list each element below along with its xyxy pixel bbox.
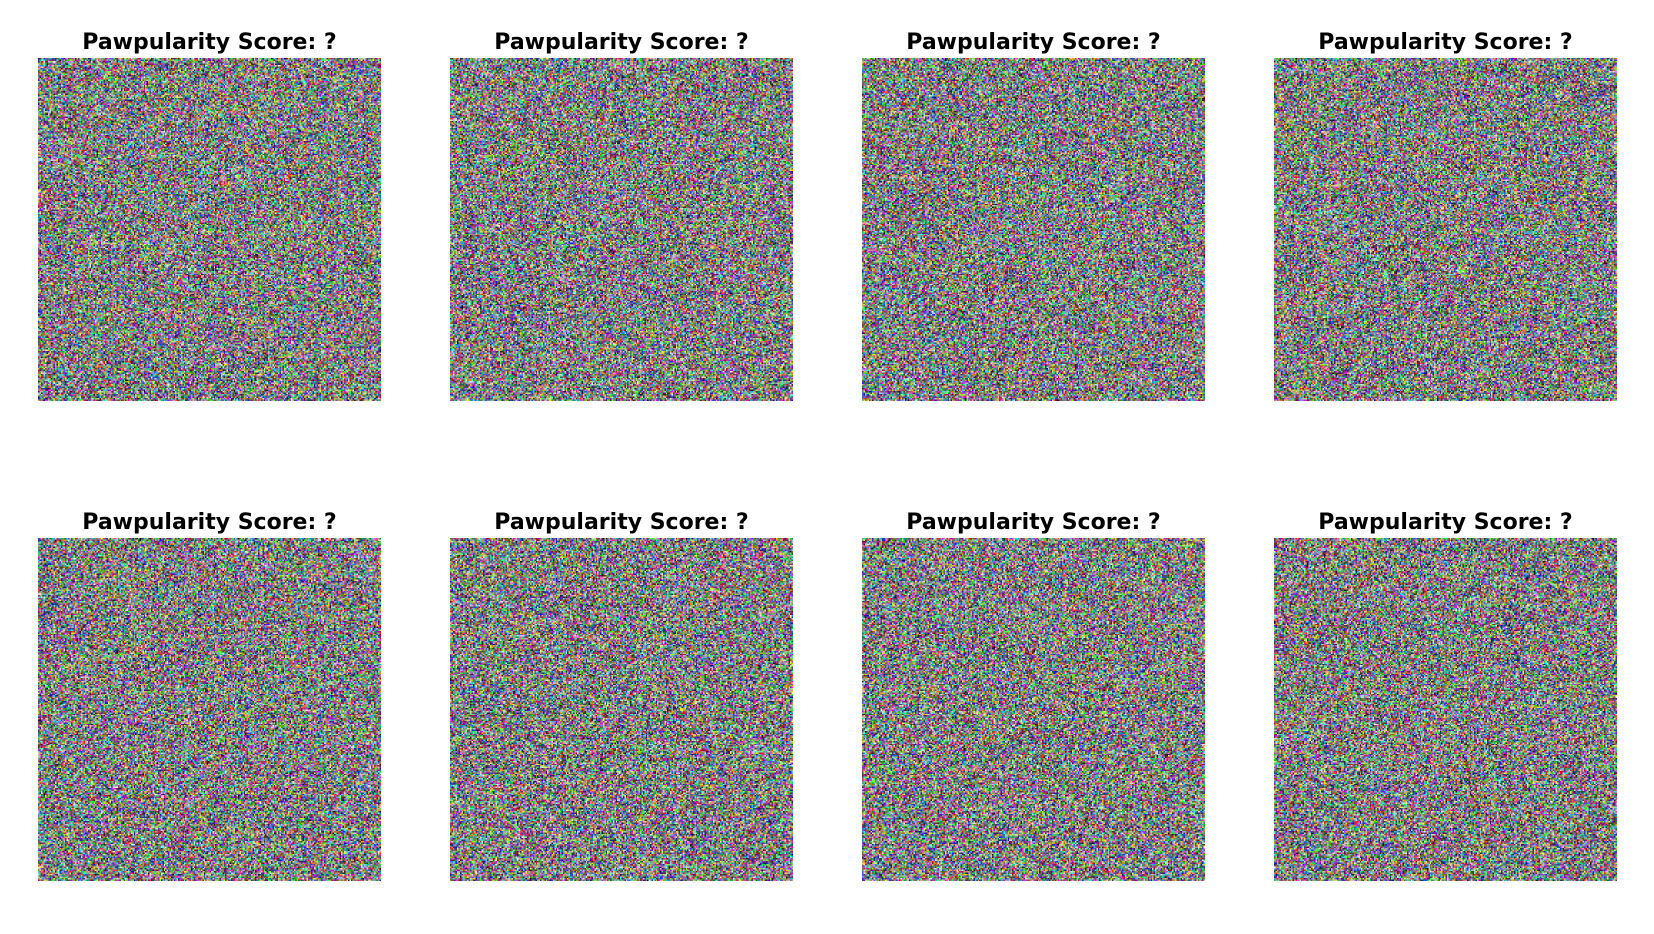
noise-image [38,538,381,881]
panel-title: Pawpularity Score: ? [1318,510,1573,535]
noise-image [862,538,1205,881]
panel-title: Pawpularity Score: ? [906,510,1161,535]
noise-image [862,58,1205,401]
noise-image [450,58,793,401]
noise-image [1274,538,1617,881]
panel-title: Pawpularity Score: ? [82,510,337,535]
panel-title: Pawpularity Score: ? [1318,30,1573,55]
noise-image [450,538,793,881]
panel-title: Pawpularity Score: ? [494,30,749,55]
panel-title: Pawpularity Score: ? [906,30,1161,55]
panel-title: Pawpularity Score: ? [82,30,337,55]
panel-title: Pawpularity Score: ? [494,510,749,535]
noise-image [38,58,381,401]
noise-image [1274,58,1617,401]
